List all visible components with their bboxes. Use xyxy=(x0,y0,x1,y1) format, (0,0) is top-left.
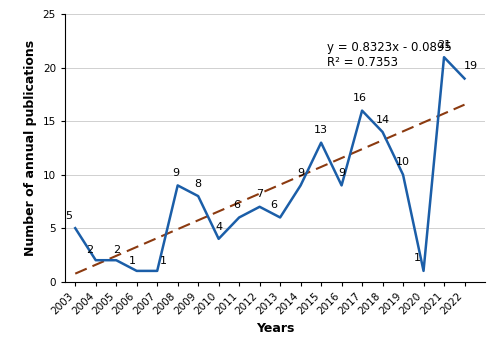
Text: 7: 7 xyxy=(256,189,263,199)
Text: 9: 9 xyxy=(338,168,345,178)
Text: 21: 21 xyxy=(437,40,451,50)
Text: 1: 1 xyxy=(414,253,421,264)
Text: 6: 6 xyxy=(234,200,240,210)
Text: 19: 19 xyxy=(464,61,477,71)
X-axis label: Years: Years xyxy=(256,322,294,335)
Text: 1: 1 xyxy=(160,256,167,266)
Text: 14: 14 xyxy=(376,114,390,125)
Text: 2: 2 xyxy=(86,245,93,255)
Text: 10: 10 xyxy=(396,157,410,167)
Text: 4: 4 xyxy=(215,222,222,232)
Text: 16: 16 xyxy=(353,93,367,103)
Text: 13: 13 xyxy=(314,125,328,135)
Text: 9: 9 xyxy=(297,168,304,178)
Text: 9: 9 xyxy=(172,168,179,178)
Text: 1: 1 xyxy=(129,256,136,266)
Text: 8: 8 xyxy=(194,179,202,188)
Text: 6: 6 xyxy=(270,200,278,210)
Y-axis label: Number of annual publications: Number of annual publications xyxy=(24,40,37,256)
Text: 5: 5 xyxy=(66,211,72,221)
Text: y = 0.8323x - 0.0895
R² = 0.7353: y = 0.8323x - 0.0895 R² = 0.7353 xyxy=(327,41,452,69)
Text: 2: 2 xyxy=(112,245,120,255)
